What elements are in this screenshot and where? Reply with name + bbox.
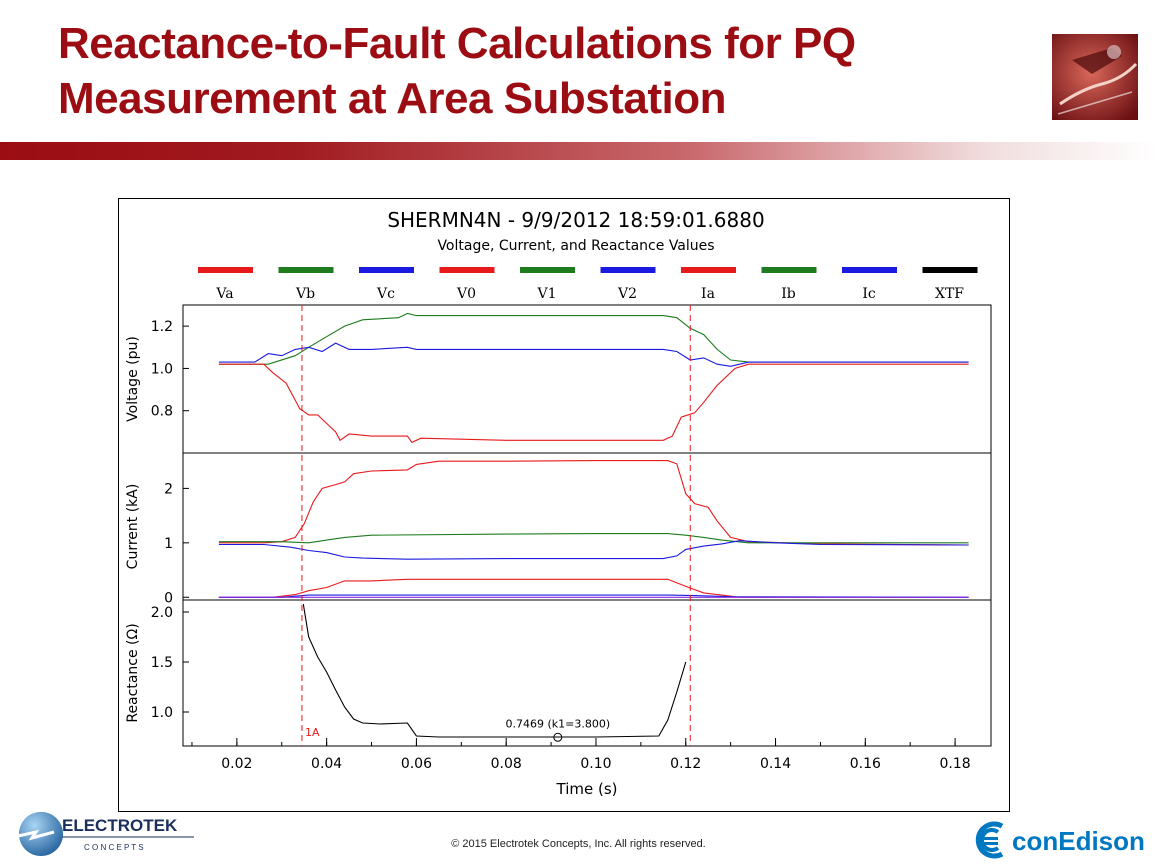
y-axis-label-voltage: Voltage (pu) [125,336,141,422]
series-reactance-xtf [302,603,687,738]
electrotek-logo: ELECTROTEK C O N C E P T S [17,812,194,856]
x-tick-label: 0.18 [940,756,971,772]
y-tick-label-reactance: 2.0 [151,605,173,621]
x-tick-label: 0.04 [311,756,342,772]
x-tick-label: 0.16 [850,756,881,772]
y-tick-label-current: 2 [164,481,173,497]
conedison-mark-icon [975,821,1004,859]
chart-legend: Va Vb Vc V0 V1 V2 Ia Ib Ic XTF [198,267,978,302]
x-tick-label: 0.06 [401,756,432,772]
y-axis-label-reactance: Reactance (Ω) [125,623,141,722]
panel-border-voltage [182,304,992,454]
legend-label-va: Va [215,286,233,302]
corner-decor-image [1052,34,1138,120]
series-current-ia [218,460,969,546]
electrotek-name: ELECTROTEK [62,816,178,835]
legend-label-xtf: XTF [935,286,964,302]
legend-label-vb: Vb [295,286,315,302]
waveform-chart: SHERMN4N - 9/9/2012 18:59:01.6880 Voltag… [125,208,992,798]
series-voltage-va [218,363,969,444]
panel-current: 0 1 2 Current (kA) [125,452,992,606]
reactance-marker [553,732,563,742]
legend-swatch-ic [842,267,897,273]
panel-border-reactance [182,599,992,747]
y-tick-label-current: 0 [164,590,173,606]
legend-swatch-v2 [600,267,656,273]
x-tick-label: 0.12 [670,756,701,772]
y-tick-label-voltage: 1.0 [151,361,173,377]
electrotek-sub: C O N C E P T S [84,843,144,852]
legend-swatch-v1 [520,267,575,273]
y-tick-label-voltage: 1.2 [151,319,173,335]
series-current-ic [218,540,969,560]
title-line-1: Reactance-to-Fault Calculations for PQ [58,19,856,68]
legend-label-v1: V1 [536,286,556,302]
series-current-v0 [218,578,969,598]
legend-label-ic: Ic [862,286,876,302]
slide-title: Reactance-to-Fault Calculations for PQ M… [58,16,938,126]
panel-reactance: 1.0 1.5 2.0 Reactance (Ω) 0.7469 (k1=3.800) [125,599,992,747]
x-tick-label: 0.14 [760,756,791,772]
cursor-label-1: 1A [305,726,320,739]
legend-swatch-va [198,267,253,273]
legend-swatch-xtf [922,267,978,273]
panel-border-current [182,452,992,601]
panel-voltage: 0.8 1.0 1.2 Voltage (pu) [125,304,992,454]
legend-label-v2: V2 [617,286,637,302]
series-current-v2 [218,594,969,598]
y-axis-label-current: Current (kA) [125,484,141,570]
legend-label-v0: V0 [456,286,476,302]
title-divider-bar [0,142,1157,160]
series-voltage-vc [218,342,969,367]
y-tick-label-voltage: 0.8 [151,404,173,420]
x-tick-label: 0.08 [491,756,522,772]
x-axis: 0.02 0.04 0.06 0.08 0.10 0.12 0.14 0.16 0.18 [191,738,971,772]
x-tick-label: 0.02 [221,756,252,772]
legend-label-ia: Ia [701,286,715,302]
legend-swatch-vc [359,267,414,273]
y-tick-label-reactance: 1.0 [151,705,173,721]
y-tick-label-current: 1 [164,536,173,552]
reactance-marker-label: 0.7469 (k1=3.800) [505,717,610,730]
y-tick-label-reactance: 1.5 [151,655,173,671]
series-current-ib [218,533,969,544]
conedison-name: conEdison [1012,826,1145,856]
chart-title: SHERMN4N - 9/9/2012 18:59:01.6880 [387,208,764,232]
x-axis-label: Time (s) [556,780,618,798]
x-tick-label: 0.10 [580,756,611,772]
copyright-text: © 2015 Electrotek Concepts, Inc. All rig… [451,838,706,850]
legend-swatch-ia [681,267,736,273]
legend-swatch-ib [761,267,817,273]
legend-label-ib: Ib [781,286,796,302]
chart-frame: SHERMN4N - 9/9/2012 18:59:01.6880 Voltag… [118,198,1010,812]
conedison-logo: conEdison [975,821,1145,859]
title-line-2: Measurement at Area Substation [58,74,727,123]
legend-label-vc: Vc [376,286,395,302]
chart-subtitle: Voltage, Current, and Reactance Values [437,238,714,254]
legend-swatch-vb [278,267,334,273]
legend-swatch-v0 [439,267,495,273]
series-voltage-vb [218,312,969,365]
